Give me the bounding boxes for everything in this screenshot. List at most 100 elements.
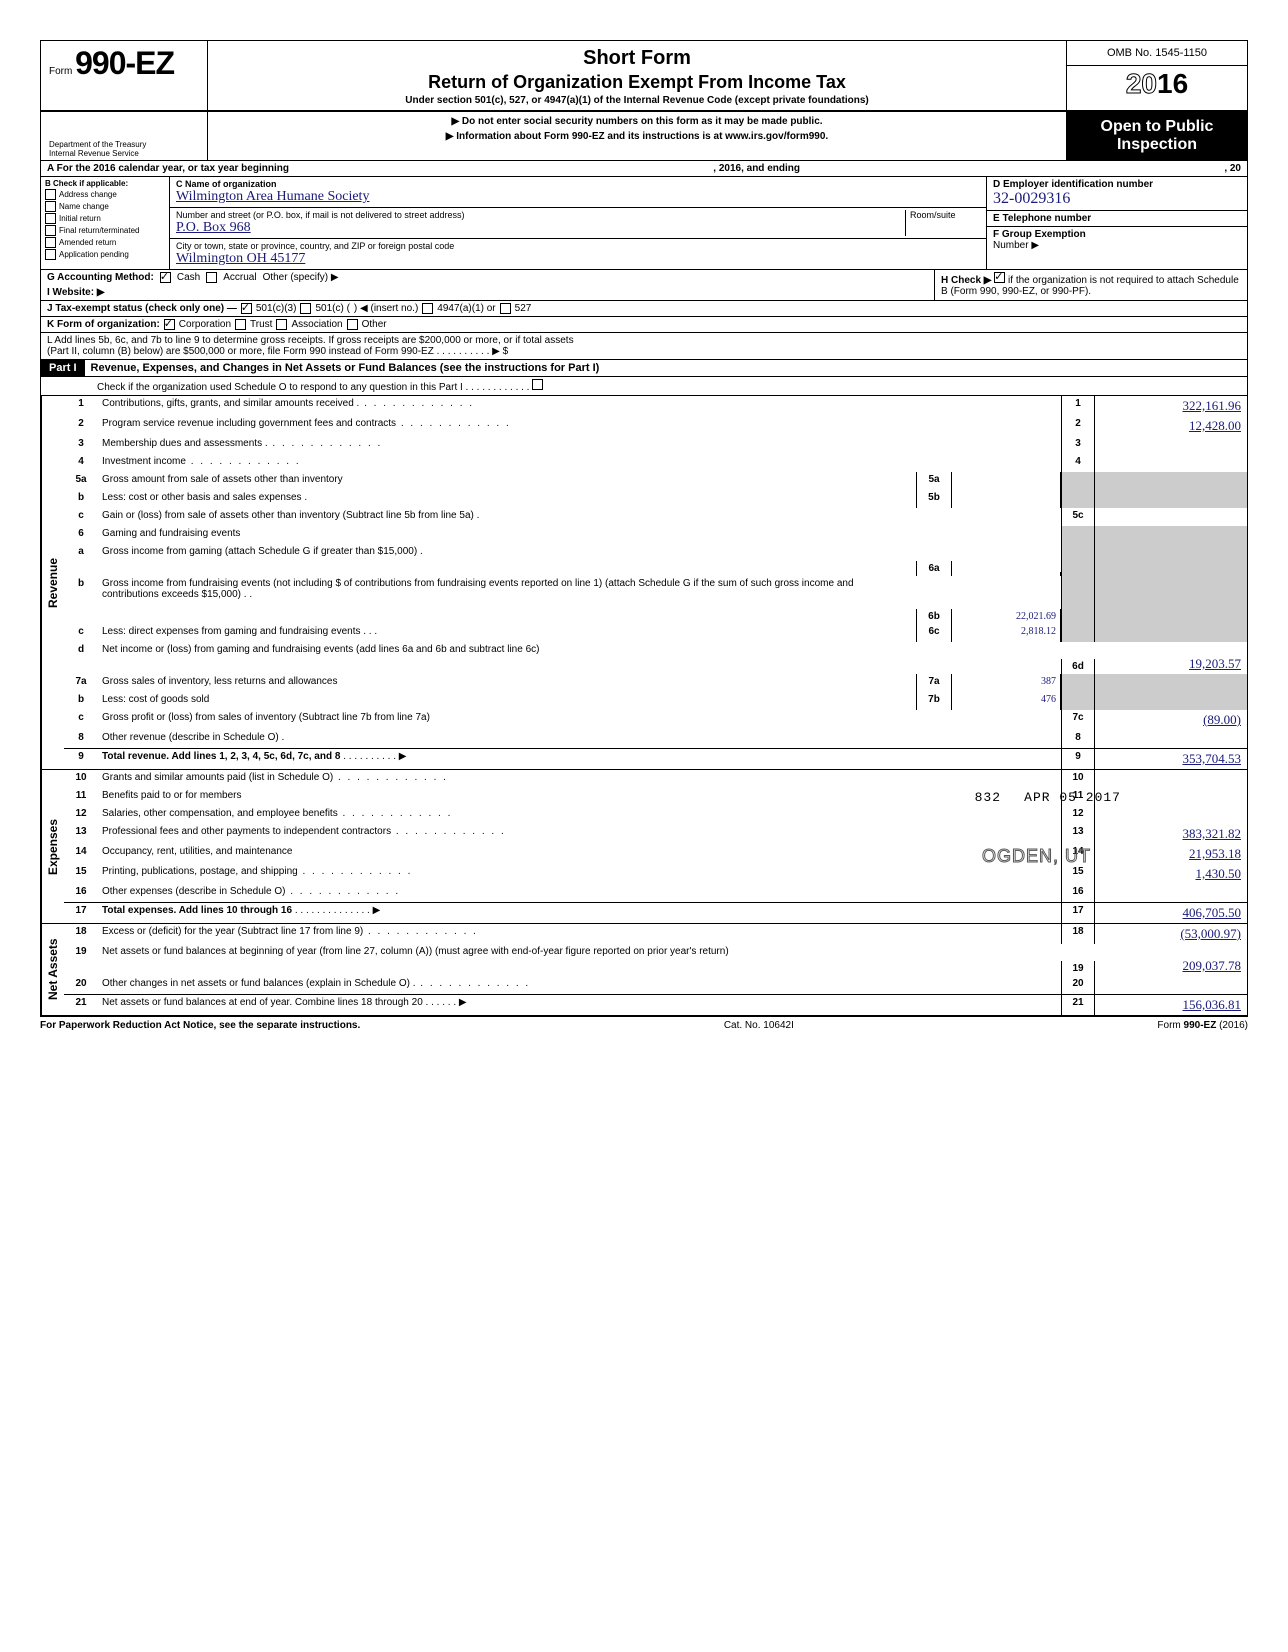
footer-left: For Paperwork Reduction Act Notice, see …	[40, 1020, 360, 1031]
line-21: 21 Net assets or fund balances at end of…	[64, 994, 1247, 1015]
department-box: Department of the Treasury Internal Reve…	[41, 112, 208, 160]
h-label: H Check ▶	[941, 275, 991, 286]
footer-mid: Cat. No. 10642I	[724, 1020, 794, 1031]
org-name-value: Wilmington Area Humane Society	[176, 189, 369, 204]
ein-value: 32-0029316	[993, 190, 1070, 207]
open-to-public: Open to Public Inspection	[1067, 112, 1247, 160]
e-label: E Telephone number	[993, 213, 1091, 224]
row-a-label: A For the 2016 calendar year, or tax yea…	[47, 163, 289, 174]
line-12: 12 Salaries, other compensation, and emp…	[64, 806, 1247, 824]
side-net-assets: Net Assets	[41, 924, 64, 1015]
chk-4947[interactable]	[422, 303, 433, 314]
line-6: 6 Gaming and fundraising events	[64, 526, 1247, 544]
row-ghi: G Accounting Method: Cash Accrual Other …	[40, 270, 1248, 301]
b-label: B Check if applicable:	[45, 179, 128, 188]
line-8: 8 Other revenue (describe in Schedule O)…	[64, 730, 1247, 748]
h-check: H Check ▶ if the organization is not req…	[935, 270, 1247, 300]
chk-name-change[interactable]: Name change	[45, 201, 165, 212]
section-bcdef: B Check if applicable: Address change Na…	[40, 177, 1248, 270]
line-6c: c Less: direct expenses from gaming and …	[64, 624, 1247, 642]
f-label: F Group Exemption	[993, 229, 1086, 240]
open-public-2: Inspection	[1067, 136, 1247, 154]
footer: For Paperwork Reduction Act Notice, see …	[40, 1016, 1248, 1034]
line-5c: c Gain or (loss) from sale of assets oth…	[64, 508, 1247, 526]
chk-schedule-o[interactable]	[532, 379, 543, 390]
line-9: 9 Total revenue. Add lines 1, 2, 3, 4, 5…	[64, 748, 1247, 769]
e-phone-cell: E Telephone number	[987, 211, 1247, 227]
room-suite-label: Room/suite	[905, 210, 980, 236]
stamp-date: APR 05 2017	[1024, 790, 1121, 805]
col-b-checkboxes: B Check if applicable: Address change Na…	[41, 177, 170, 269]
i-website: I Website: ▶	[41, 285, 934, 300]
footer-right: Form 990-EZ (2016)	[1157, 1020, 1248, 1031]
l-text2: (Part II, column (B) below) are $500,000…	[47, 346, 1241, 357]
line-5b: b Less: cost or other basis and sales ex…	[64, 490, 1247, 508]
part-i-check-row: Check if the organization used Schedule …	[40, 377, 1248, 396]
tax-year: 20201616	[1067, 66, 1247, 102]
chk-other[interactable]	[347, 319, 358, 330]
chk-final-return[interactable]: Final return/terminated	[45, 225, 165, 236]
i-label: I Website: ▶	[47, 287, 105, 298]
chk-527[interactable]	[500, 303, 511, 314]
part-i-title: Revenue, Expenses, and Changes in Net As…	[85, 360, 606, 376]
street-value: P.O. Box 968	[176, 220, 251, 235]
line-19: 19 Net assets or fund balances at beginn…	[64, 944, 1247, 976]
row-k: K Form of organization: Corporation Trus…	[40, 317, 1248, 333]
chk-initial-return[interactable]: Initial return	[45, 213, 165, 224]
chk-address-change[interactable]: Address change	[45, 189, 165, 200]
omb-number: OMB No. 1545-1150	[1067, 41, 1247, 66]
c-city-label: City or town, state or province, country…	[176, 241, 980, 251]
chk-501c[interactable]	[300, 303, 311, 314]
line-15: 15 Printing, publications, postage, and …	[64, 864, 1247, 884]
chk-assoc[interactable]	[276, 319, 287, 330]
stamp-832: 832	[975, 790, 1001, 805]
row-a-end: , 20	[1224, 163, 1241, 174]
line-1: 1 Contributions, gifts, grants, and simi…	[64, 396, 1247, 416]
revenue-lines: 1 Contributions, gifts, grants, and simi…	[64, 396, 1247, 769]
stamp-ogden: OGDEN, UT	[982, 846, 1091, 867]
net-assets-block: Net Assets 18 Excess or (deficit) for th…	[40, 923, 1248, 1016]
line-4: 4 Investment income 4	[64, 454, 1247, 472]
line-18: 18 Excess or (deficit) for the year (Sub…	[64, 924, 1247, 944]
line-6d: d Net income or (loss) from gaming and f…	[64, 642, 1247, 674]
open-public-1: Open to Public	[1067, 118, 1247, 136]
c-city-cell: City or town, state or province, country…	[170, 239, 986, 269]
form-990ez: Form 990-EZ Short Form Return of Organiz…	[40, 40, 1248, 1034]
expenses-lines: 10 Grants and similar amounts paid (list…	[64, 770, 1247, 923]
short-form-title: Short Form	[216, 47, 1058, 70]
c-street-cell: Number and street (or P.O. box, if mail …	[170, 208, 986, 239]
chk-corp[interactable]	[164, 319, 175, 330]
under-section: Under section 501(c), 527, or 4947(a)(1)…	[216, 95, 1058, 106]
chk-501c3[interactable]	[241, 303, 252, 314]
no-ssn-notice: ▶ Do not enter social security numbers o…	[216, 116, 1058, 127]
line-7a: 7a Gross sales of inventory, less return…	[64, 674, 1247, 692]
row-a-mid: , 2016, and ending	[713, 163, 800, 174]
chk-amended[interactable]: Amended return	[45, 237, 165, 248]
line-7b: b Less: cost of goods sold 7b 476	[64, 692, 1247, 710]
line-20: 20 Other changes in net assets or fund b…	[64, 976, 1247, 994]
side-expenses: Expenses	[41, 770, 64, 923]
info-about: ▶ Information about Form 990-EZ and its …	[216, 131, 1058, 142]
f-group-cell: F Group Exemption Number ▶	[987, 227, 1247, 253]
line-16: 16 Other expenses (describe in Schedule …	[64, 884, 1247, 902]
line-3: 3 Membership dues and assessments . 3	[64, 436, 1247, 454]
ghi-left: G Accounting Method: Cash Accrual Other …	[41, 270, 935, 300]
line-11: 11 Benefits paid to or for members 832 A…	[64, 788, 1247, 806]
part-i-header: Part I Revenue, Expenses, and Changes in…	[40, 360, 1248, 377]
side-revenue: Revenue	[41, 396, 64, 769]
j-label: J Tax-exempt status (check only one) —	[47, 303, 237, 314]
chk-trust[interactable]	[235, 319, 246, 330]
line-2: 2 Program service revenue including gove…	[64, 416, 1247, 436]
form-number: 990-EZ	[75, 45, 174, 81]
chk-app-pending[interactable]: Application pending	[45, 249, 165, 260]
g-label: G Accounting Method:	[47, 272, 154, 283]
chk-h[interactable]	[994, 272, 1005, 283]
line-5a: 5a Gross amount from sale of assets othe…	[64, 472, 1247, 490]
c-street-label: Number and street (or P.O. box, if mail …	[176, 210, 905, 220]
expenses-block: Expenses 10 Grants and similar amounts p…	[40, 769, 1248, 923]
chk-cash[interactable]	[160, 272, 171, 283]
part-i-label: Part I	[41, 360, 85, 376]
instructions-box: ▶ Do not enter social security numbers o…	[208, 112, 1067, 160]
chk-accrual[interactable]	[206, 272, 217, 283]
l-text1: L Add lines 5b, 6c, and 7b to line 9 to …	[47, 335, 1241, 346]
